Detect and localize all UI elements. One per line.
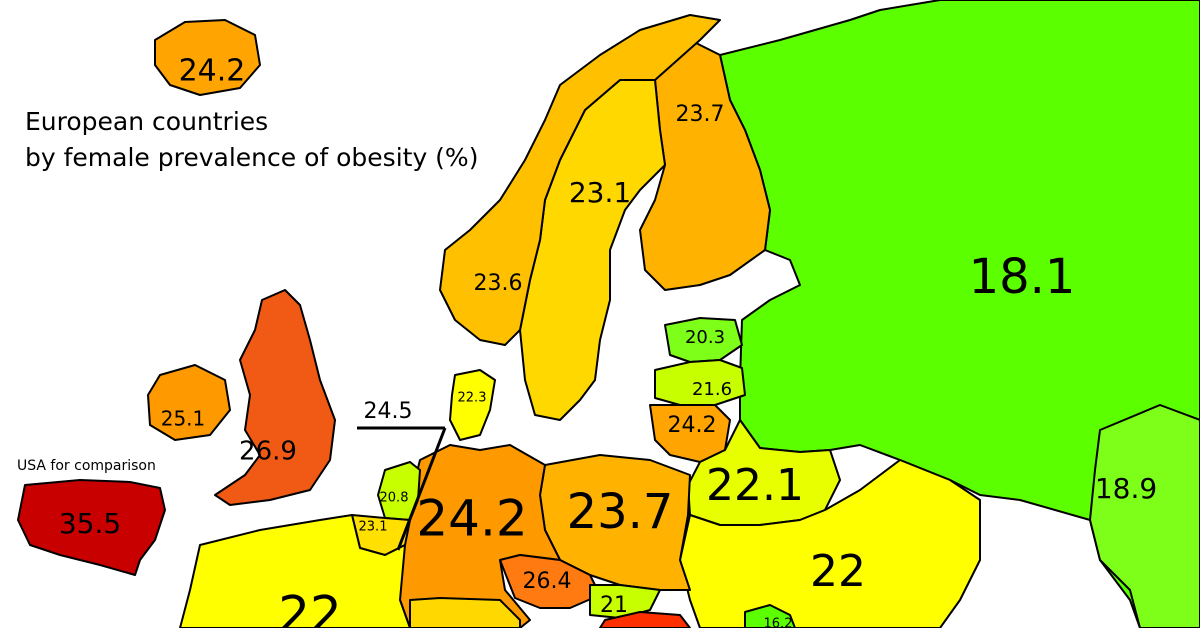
value-netherlands: 20.8 bbox=[380, 491, 409, 506]
value-luxembourg: 24.5 bbox=[364, 399, 413, 424]
country-norway bbox=[439, 14, 721, 346]
value-norway: 23.6 bbox=[474, 271, 523, 296]
value-lithuania: 24.2 bbox=[668, 413, 717, 438]
value-uk: 26.9 bbox=[239, 437, 297, 467]
value-germany: 24.2 bbox=[416, 490, 527, 548]
value-belgium: 23.1 bbox=[359, 520, 388, 535]
value-ukraine: 22 bbox=[810, 546, 866, 597]
country-ireland bbox=[147, 364, 231, 441]
value-russia: 18.1 bbox=[969, 249, 1076, 305]
value-france: 22 bbox=[278, 586, 342, 628]
country-france bbox=[179, 514, 411, 628]
value-slovakia: 21 bbox=[600, 593, 628, 618]
country-uk bbox=[214, 289, 336, 506]
country-denmark bbox=[449, 369, 496, 441]
country-latvia bbox=[654, 359, 746, 406]
value-belarus: 22.1 bbox=[706, 460, 804, 511]
value-sweden: 23.1 bbox=[569, 176, 631, 209]
value-kazakhstan: 18.9 bbox=[1095, 472, 1157, 505]
value-usa: 35.5 bbox=[59, 507, 121, 540]
value-czech: 26.4 bbox=[523, 569, 572, 594]
value-finland: 23.7 bbox=[676, 102, 725, 127]
country-hungary bbox=[599, 611, 691, 628]
country-finland bbox=[639, 39, 771, 291]
country-austria bbox=[409, 597, 521, 628]
value-poland: 23.7 bbox=[567, 484, 674, 540]
country-usa bbox=[17, 479, 166, 576]
value-denmark: 22.3 bbox=[458, 391, 487, 406]
map-title-line2: by female prevalence of obesity (%) bbox=[25, 143, 478, 172]
value-latvia: 21.6 bbox=[692, 379, 732, 400]
usa-caption: USA for comparison bbox=[17, 458, 156, 474]
value-iceland: 24.2 bbox=[179, 54, 246, 89]
country-moldova bbox=[744, 604, 796, 628]
country-ukraine bbox=[679, 459, 981, 628]
country-kazakhstan bbox=[1089, 404, 1200, 628]
callout-line-diagonal bbox=[396, 427, 447, 551]
country-estonia bbox=[664, 317, 743, 363]
country-iceland bbox=[154, 19, 261, 96]
value-ireland: 25.1 bbox=[161, 407, 206, 431]
country-slovakia bbox=[589, 584, 661, 619]
map-title-line1: European countries bbox=[25, 107, 268, 136]
value-estonia: 20.3 bbox=[685, 327, 725, 348]
value-moldova: 16.2 bbox=[764, 617, 793, 628]
